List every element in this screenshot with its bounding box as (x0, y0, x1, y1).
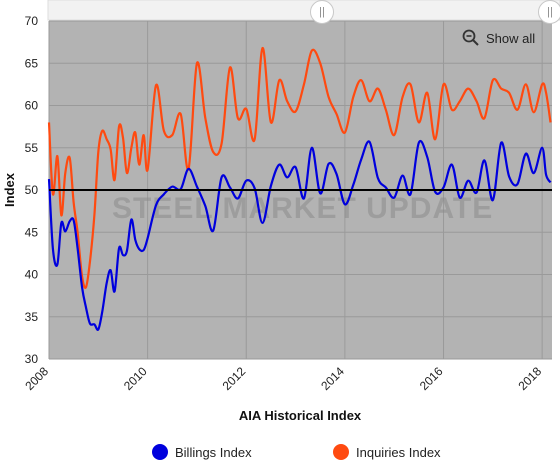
navigator-handle-right[interactable]: || (538, 0, 560, 24)
legend-label-billings: Billings Index (175, 445, 252, 460)
legend-item-billings[interactable]: Billings Index (152, 444, 252, 460)
x-axis-title: AIA Historical Index (239, 408, 362, 423)
legend-item-inquiries[interactable]: Inquiries Index (333, 444, 441, 460)
show-all-button[interactable]: Show all (462, 28, 535, 48)
y-tick-label: 70 (25, 14, 39, 28)
x-tick-label: 2014 (318, 364, 347, 393)
legend-label-inquiries: Inquiries Index (356, 445, 441, 460)
y-tick-label: 55 (25, 141, 39, 155)
x-tick-label: 2012 (220, 364, 249, 393)
navigator-handle-left[interactable]: || (310, 0, 334, 24)
y-tick-label: 45 (25, 225, 39, 239)
x-tick-labels: 2008 2010 2012 2014 2016 2018 (22, 364, 544, 393)
y-tick-label: 30 (25, 352, 39, 366)
y-tick-label: 60 (25, 99, 39, 113)
series-line-inquiries-index[interactable] (47, 46, 552, 289)
y-tick-label: 50 (25, 183, 39, 197)
x-tick-label: 2010 (121, 364, 150, 393)
legend-marker-billings (152, 444, 168, 460)
x-tick-label: 2008 (22, 364, 51, 393)
y-tick-label: 40 (25, 268, 39, 282)
y-axis-title: Index (2, 172, 17, 207)
y-tick-label: 65 (25, 56, 39, 70)
zoom-out-icon (462, 29, 479, 46)
show-all-label: Show all (486, 30, 536, 46)
y-tick-labels: 30 35 40 45 50 55 60 65 70 (25, 14, 39, 366)
x-tick-label: 2016 (417, 364, 446, 393)
x-tick-label: 2018 (515, 364, 544, 393)
y-tick-label: 35 (25, 310, 39, 324)
legend-marker-inquiries (333, 444, 349, 460)
navigator-bar[interactable] (47, 0, 560, 21)
legend: Billings Index Inquiries Index (152, 444, 441, 460)
